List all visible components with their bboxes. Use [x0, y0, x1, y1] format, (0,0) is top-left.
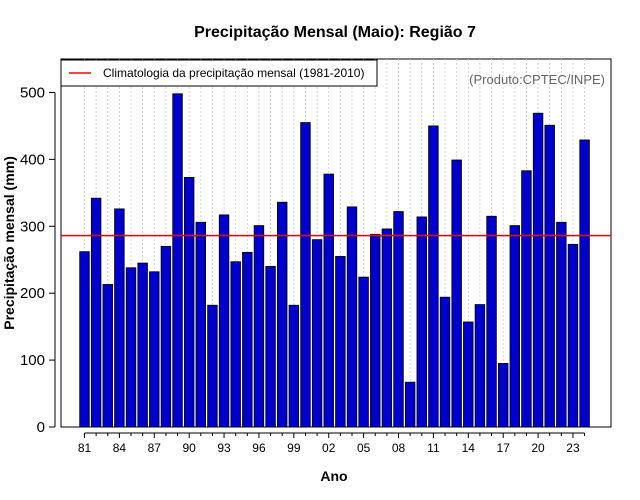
x-tick-label-23: 23 — [566, 441, 580, 455]
bar-96 — [253, 225, 265, 428]
bar-91 — [195, 221, 207, 428]
bar-20 — [532, 112, 544, 428]
bar-88 — [160, 245, 172, 428]
y-tick-label-300: 300 — [20, 218, 45, 235]
bar-08 — [393, 211, 404, 428]
bar-82 — [90, 197, 102, 428]
bar-01 — [311, 239, 323, 428]
x-tick-label-96: 96 — [252, 441, 266, 455]
bar-98 — [277, 201, 288, 428]
bar-10 — [416, 216, 427, 428]
bar-02 — [323, 173, 334, 428]
bar-99 — [288, 304, 300, 428]
bar-11 — [428, 125, 439, 428]
bar-17 — [497, 363, 509, 428]
bar-15 — [474, 304, 486, 428]
bar-24 — [579, 139, 590, 428]
bar-93 — [218, 214, 230, 428]
bar-00 — [300, 122, 311, 428]
x-tick-label-17: 17 — [497, 441, 511, 455]
bar-04 — [346, 206, 358, 428]
bar-21 — [544, 124, 555, 428]
bars — [79, 93, 590, 428]
y-tick-label-500: 500 — [20, 84, 45, 101]
bar-87 — [149, 271, 160, 428]
bar-09 — [404, 381, 416, 428]
bar-23 — [567, 243, 579, 428]
bar-89 — [172, 93, 183, 428]
grid-lines — [84, 59, 585, 427]
chart-title: Precipitação Mensal (Maio): Região 7 — [194, 24, 476, 41]
bar-95 — [242, 251, 253, 428]
x-tick-label-08: 08 — [392, 441, 406, 455]
bar-19 — [521, 170, 532, 428]
x-tick-label-90: 90 — [182, 441, 196, 455]
bar-90 — [183, 177, 195, 428]
y-axis-label: Precipitação mensal (mm) — [1, 156, 17, 330]
y-tick-label-400: 400 — [20, 151, 45, 168]
bar-22 — [556, 221, 567, 428]
x-tick-label-05: 05 — [357, 441, 371, 455]
legend-box — [60, 59, 378, 87]
legend-entry: Climatologia da precipitação mensal (198… — [103, 66, 364, 80]
bar-92 — [207, 304, 218, 428]
x-axis: 81 84 87 90 93 96 99 02 05 08 11 14 17 20 23 — [78, 432, 586, 455]
x-tick-label-84: 84 — [113, 441, 127, 455]
source-note: (Produto:CPTEC/INPE) — [469, 72, 605, 87]
x-axis-label: Ano — [320, 468, 347, 484]
bar-86 — [137, 262, 148, 428]
y-axis: 0 100 200 300 400 500 — [20, 84, 56, 436]
y-tick-label-100: 100 — [20, 352, 45, 369]
bar-84 — [114, 208, 125, 428]
x-tick-label-02: 02 — [322, 441, 336, 455]
x-tick-label-14: 14 — [462, 441, 476, 455]
bar-83 — [102, 284, 113, 428]
x-tick-label-11: 11 — [427, 441, 440, 455]
bar-14 — [463, 321, 474, 428]
bar-85 — [125, 267, 137, 428]
y-tick-label-0: 0 — [37, 419, 45, 436]
bar-12 — [439, 296, 451, 428]
bar-07 — [381, 228, 393, 428]
bar-94 — [230, 261, 241, 428]
bar-05 — [358, 276, 369, 428]
bar-97 — [265, 266, 276, 428]
bar-06 — [370, 233, 381, 428]
legend: Climatologia da precipitação mensal (198… — [60, 59, 378, 87]
bar-03 — [335, 255, 346, 428]
bar-81 — [79, 251, 90, 428]
x-tick-label-93: 93 — [217, 441, 231, 455]
y-tick-label-200: 200 — [20, 285, 45, 302]
x-tick-label-99: 99 — [287, 441, 301, 455]
bar-18 — [509, 225, 521, 428]
x-tick-label-87: 87 — [148, 441, 162, 455]
bar-13 — [451, 159, 462, 428]
x-tick-label-20: 20 — [531, 441, 545, 455]
bar-16 — [486, 215, 497, 428]
x-tick-label-81: 81 — [78, 441, 92, 455]
